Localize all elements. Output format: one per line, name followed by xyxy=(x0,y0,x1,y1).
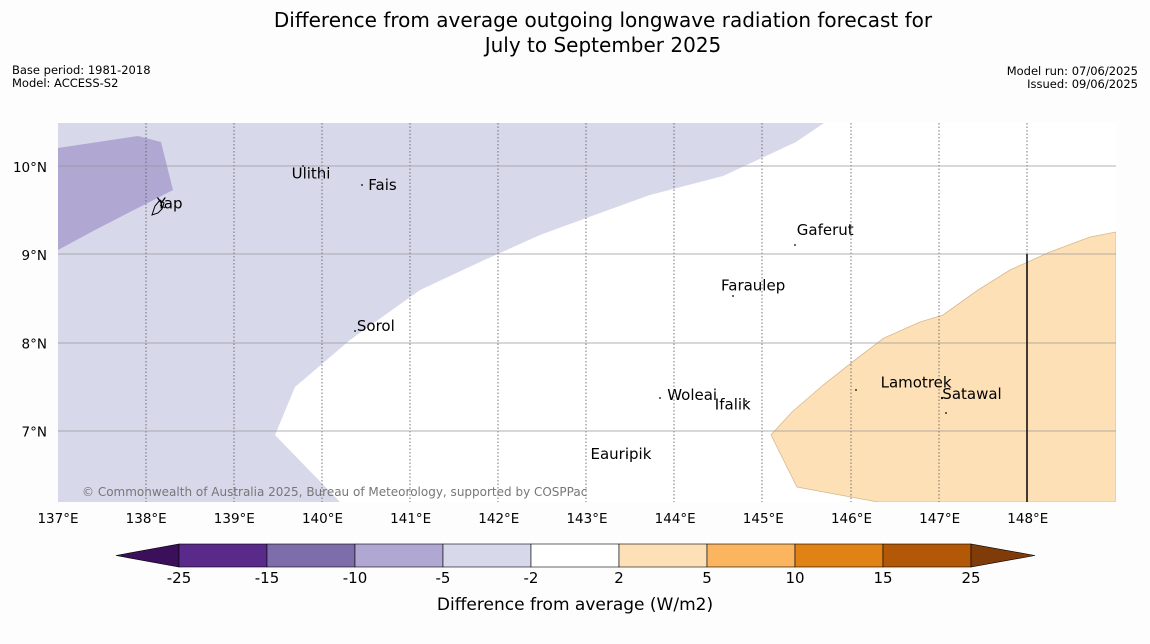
meta-right: Model run: 07/06/2025 Issued: 09/06/2025 xyxy=(1007,65,1138,91)
lon-tick-label: 137°E xyxy=(37,511,78,527)
colorbar-tick-label: 25 xyxy=(961,569,980,587)
lat-tick-label: 9°N xyxy=(22,248,47,264)
model-run: Model run: 07/06/2025 xyxy=(1006,64,1138,78)
place-label-lamotrek: Lamotrek xyxy=(881,373,952,391)
lat-tick-label: 10°N xyxy=(13,160,47,176)
latitude-tick-labels: 10°N 9°N 8°N 7°N xyxy=(13,160,47,440)
lon-tick-label: 145°E xyxy=(743,511,784,527)
colorbar-tick-label: 10 xyxy=(785,569,804,587)
lon-tick-label: 144°E xyxy=(655,511,696,527)
place-label-ulithi: Ulithi xyxy=(292,165,331,183)
place-label-faraulep: Faraulep xyxy=(721,277,785,295)
place-label-fais: Fais xyxy=(368,176,397,194)
base-period: Base period: 1981-2018 xyxy=(12,63,151,77)
colorbar-tick-label: -25 xyxy=(167,569,192,587)
place-label-ifalik: Ifalik xyxy=(715,396,751,414)
place-label-eauripik: Eauripik xyxy=(591,445,652,463)
colorbar-segment xyxy=(706,543,796,568)
colorbar-tick-label: -10 xyxy=(343,569,368,587)
map-area: Ulithi Fais Yap Gaferut Faraulep Sorol Lamotre… xyxy=(58,123,1116,502)
meta-left: Base period: 1981-2018 Model: ACCESS-S2 xyxy=(12,64,151,90)
anomaly-region-minus10-to-minus5 xyxy=(58,136,173,250)
colorbar-tick-label: -15 xyxy=(255,569,280,587)
colorbar-segment xyxy=(266,543,356,568)
place-label-gaferut: Gaferut xyxy=(797,221,854,239)
latitude-gridlines xyxy=(58,165,1116,432)
lon-tick-label: 140°E xyxy=(302,511,343,527)
colorbar-segment xyxy=(530,543,620,568)
title-line-1: Difference from average outgoing longwav… xyxy=(273,8,933,32)
lon-tick-label: 141°E xyxy=(390,511,431,527)
place-label-satawal: Satawal xyxy=(942,385,1001,403)
colorbar-segment xyxy=(794,543,884,568)
lon-tick-label: 139°E xyxy=(214,511,255,527)
anomaly-region-minus5-to-minus2 xyxy=(58,123,824,502)
place-label-yap: Yap xyxy=(156,195,183,213)
lon-tick-label: 146°E xyxy=(831,511,872,527)
anomaly-region-2-to-5 xyxy=(770,231,1116,502)
colorbar-tick-label: -2 xyxy=(524,569,539,587)
lon-tick-label: 143°E xyxy=(566,511,607,527)
lon-tick-label: 147°E xyxy=(919,511,960,527)
colorbar-tick-label: -5 xyxy=(436,569,451,587)
colorbar-tick-label: 2 xyxy=(614,569,624,587)
lon-tick-label: 142°E xyxy=(478,511,519,527)
colorbar-tick-label: 5 xyxy=(702,569,712,587)
lat-tick-label: 8°N xyxy=(22,336,47,352)
colorbar-extend-low xyxy=(115,543,180,568)
title-line-2: July to September 2025 xyxy=(484,33,722,57)
longitude-tick-labels: 137°E 138°E 139°E 140°E 141°E 142°E 143°E 144°E… xyxy=(37,511,1048,527)
lat-tick-label: 7°N xyxy=(22,425,47,441)
place-label-woleai: Woleai xyxy=(667,386,717,404)
colorbar-segment xyxy=(882,543,972,568)
colorbar: -25 -15 -10 -5 -2 2 5 10 15 25 xyxy=(115,543,1036,587)
map-title: Difference from average outgoing longwav… xyxy=(0,8,1150,58)
colorbar-tick-label: 15 xyxy=(873,569,892,587)
model-name: Model: ACCESS-S2 xyxy=(12,76,119,90)
colorbar-label: Difference from average (W/m2) xyxy=(437,595,713,615)
yap-island-shape xyxy=(151,199,166,216)
colorbar-segment xyxy=(618,543,708,568)
lon-tick-label: 138°E xyxy=(126,511,167,527)
place-labels: Ulithi Fais Yap Gaferut Faraulep Sorol Lamotre… xyxy=(156,165,1002,463)
lon-tick-label: 148°E xyxy=(1007,511,1048,527)
colorbar-segment xyxy=(442,543,532,568)
colorbar-segment xyxy=(354,543,444,568)
colorbar-extend-high xyxy=(970,543,1036,568)
islet-dots xyxy=(302,165,947,456)
issued-date: Issued: 09/06/2025 xyxy=(1027,77,1138,91)
copyright-notice: © Commonwealth of Australia 2025, Bureau… xyxy=(82,485,587,499)
colorbar-segment xyxy=(178,543,268,568)
place-label-sorol: Sorol xyxy=(357,317,395,335)
